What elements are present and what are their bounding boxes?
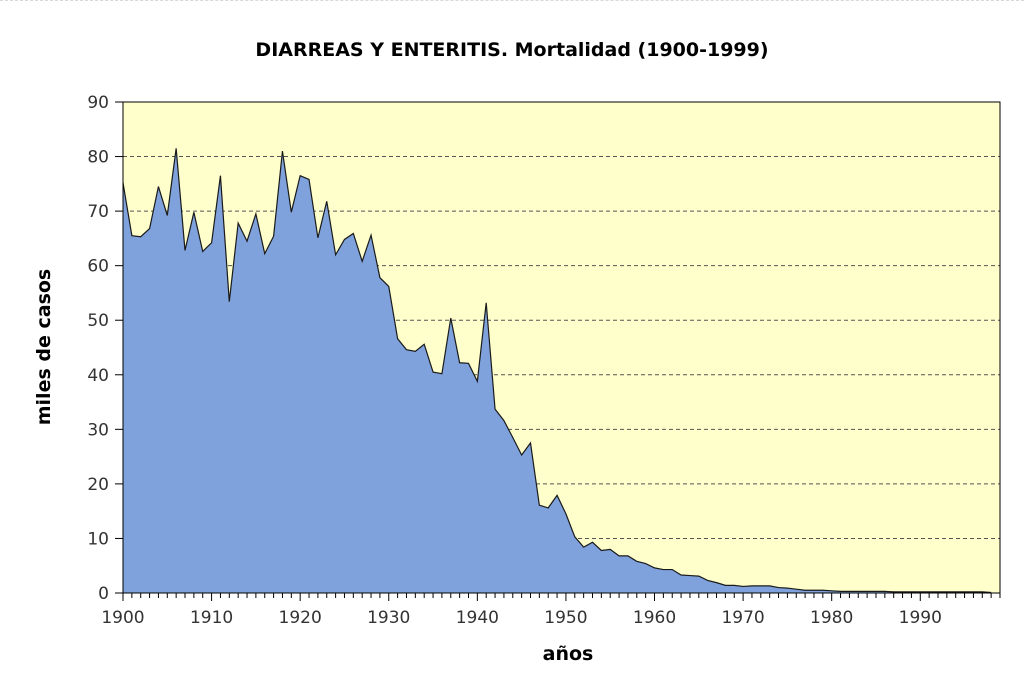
y-tick-label-10: 10 (87, 529, 109, 549)
x-tick-label-1900: 1900 (101, 608, 144, 628)
y-tick-label-70: 70 (87, 202, 109, 222)
y-tick-label-90: 90 (87, 93, 109, 113)
x-tick-label-1930: 1930 (367, 608, 410, 628)
y-tick-label-30: 30 (87, 420, 109, 440)
x-tick-label-1910: 1910 (190, 608, 233, 628)
x-tick-label-1980: 1980 (810, 608, 853, 628)
x-tick-label-1990: 1990 (899, 608, 942, 628)
x-tick-label-1920: 1920 (279, 608, 322, 628)
y-tick-label-20: 20 (87, 475, 109, 495)
x-tick-label-1950: 1950 (544, 608, 587, 628)
y-tick-label-50: 50 (87, 311, 109, 331)
y-tick-label-60: 60 (87, 257, 109, 277)
x-tick-label-1970: 1970 (721, 608, 764, 628)
y-tick-label-0: 0 (98, 584, 109, 604)
y-tick-label-40: 40 (87, 366, 109, 386)
x-tick-label-1940: 1940 (456, 608, 499, 628)
y-tick-label-80: 80 (87, 148, 109, 168)
x-tick-label-1960: 1960 (633, 608, 676, 628)
